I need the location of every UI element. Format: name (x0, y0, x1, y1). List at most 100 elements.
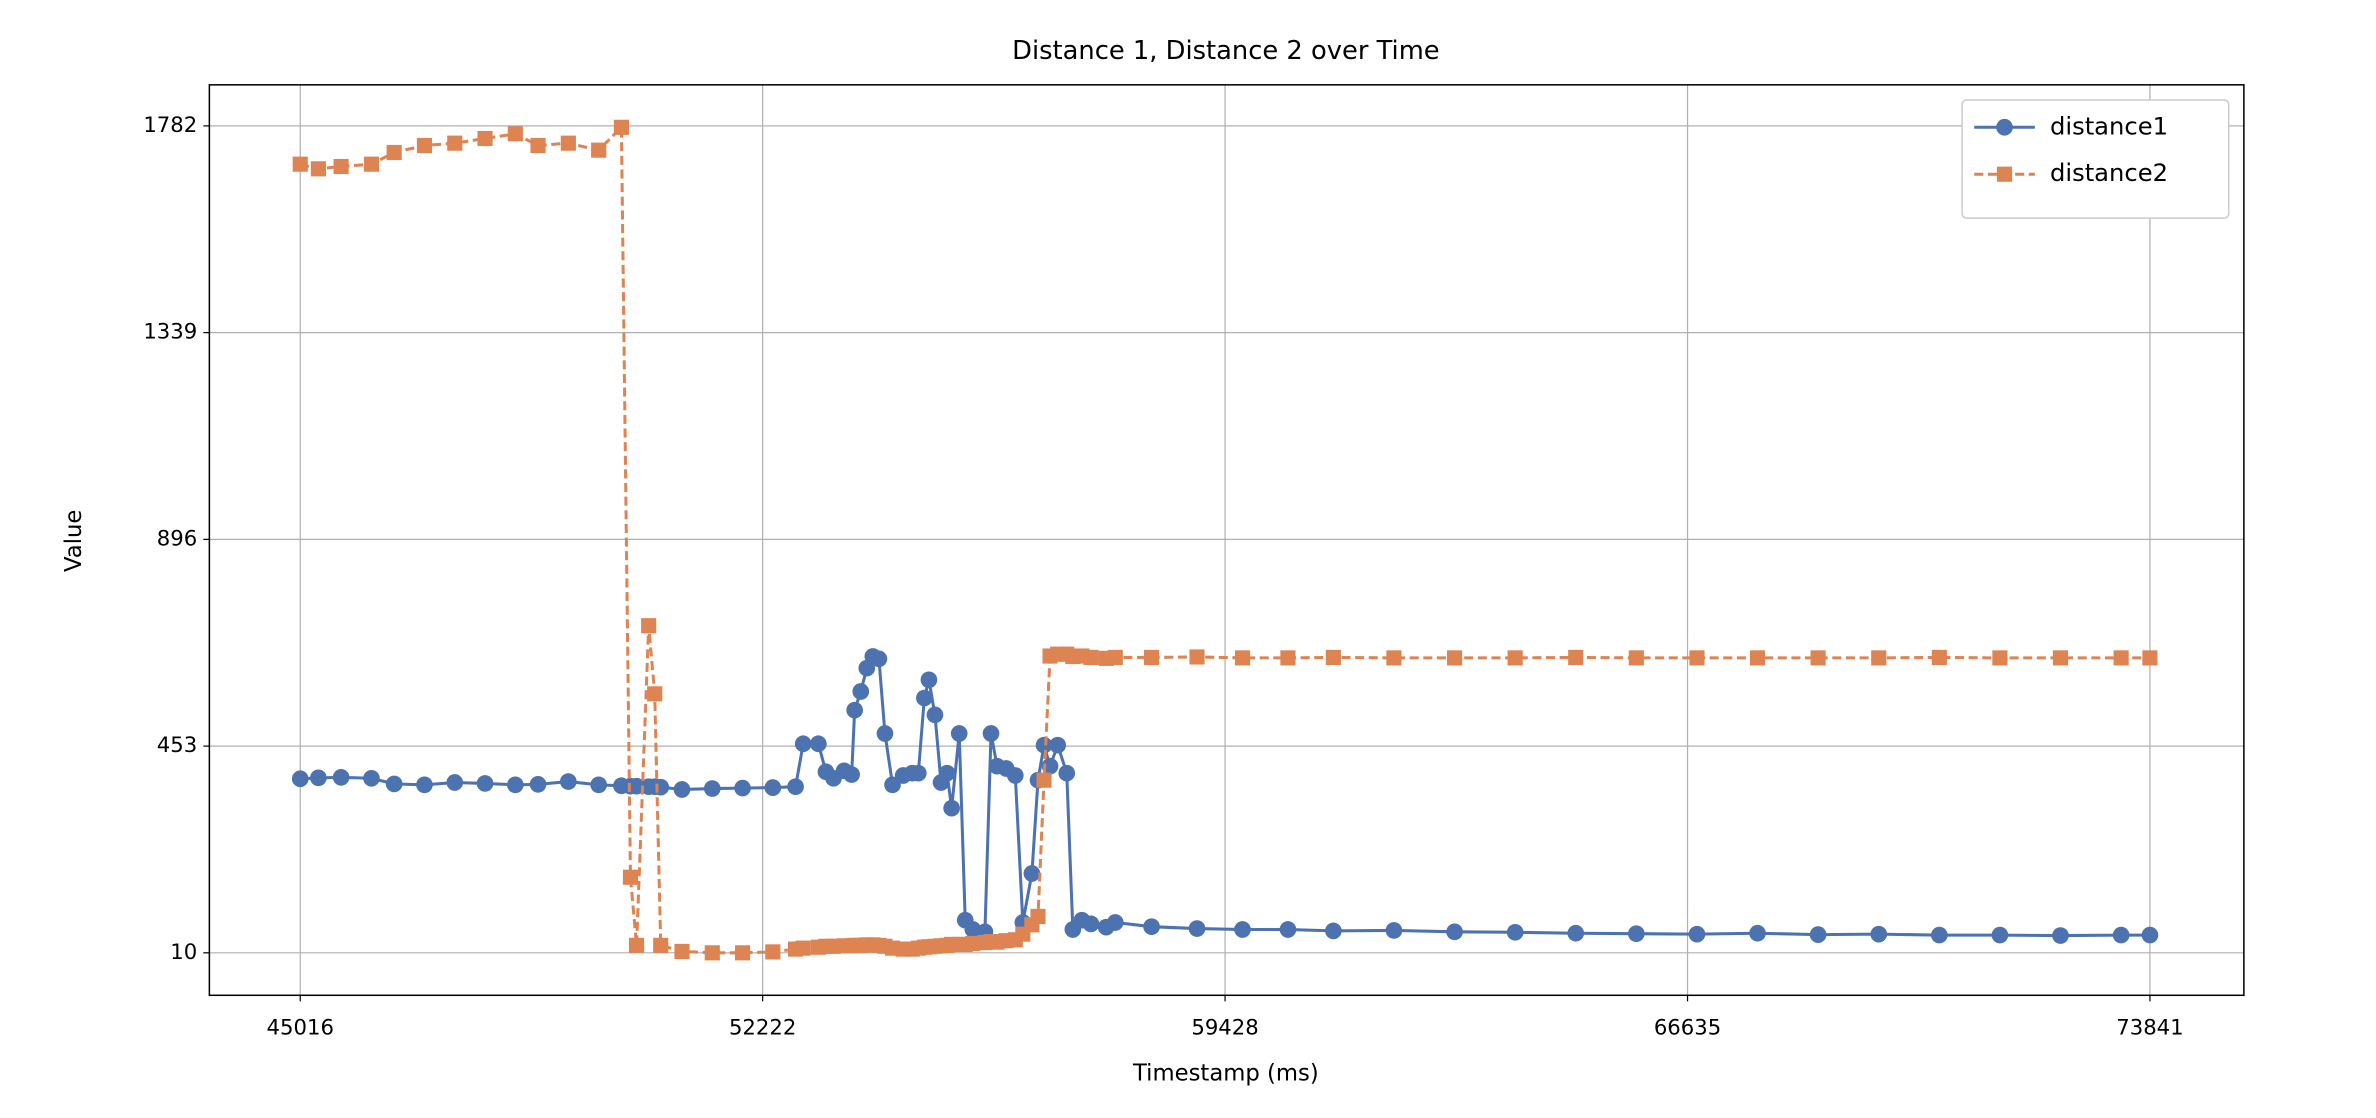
data-point (909, 764, 927, 782)
data-point (1871, 650, 1887, 666)
data-point (591, 142, 607, 158)
data-point (1386, 650, 1402, 666)
data-point (1030, 908, 1046, 925)
data-point (1507, 650, 1523, 666)
x-tick-label: 45016 (267, 1015, 334, 1040)
x-tick-label: 52222 (729, 1015, 796, 1040)
data-point (1809, 926, 1827, 943)
data-point (810, 735, 827, 753)
y-tick-label: 1782 (143, 112, 197, 137)
data-point (416, 776, 433, 794)
legend-label: distance2 (2050, 159, 2168, 187)
data-point (310, 769, 327, 787)
data-point (507, 126, 523, 142)
data-point (447, 135, 463, 151)
data-point (385, 775, 403, 793)
data-point (1144, 649, 1160, 666)
chart-title: Distance 1, Distance 2 over Time (1012, 36, 1440, 66)
data-point (1035, 736, 1053, 754)
data-point (846, 701, 863, 719)
data-point (507, 776, 524, 794)
data-point (1931, 926, 1948, 944)
data-point (1688, 925, 1706, 943)
y-tick-label: 453 (157, 732, 197, 757)
data-point (795, 940, 811, 956)
data-point (292, 156, 308, 172)
data-point (613, 119, 629, 135)
data-point (1506, 923, 1524, 941)
data-point (916, 689, 933, 707)
data-point (363, 769, 380, 787)
data-point (982, 725, 1000, 742)
data-point (1568, 649, 1584, 666)
data-point (734, 945, 751, 961)
legend-marker (1996, 166, 2013, 182)
data-point (1870, 925, 1888, 943)
data-point (1189, 649, 1205, 665)
data-point (386, 144, 402, 161)
data-point (1567, 924, 1585, 942)
data-point (2052, 650, 2069, 666)
data-point (843, 766, 860, 783)
data-point (704, 945, 720, 961)
data-point (1006, 767, 1024, 784)
data-point (1447, 650, 1463, 666)
legend-box (1961, 99, 2230, 219)
data-point (1325, 649, 1341, 666)
data-point (647, 686, 663, 702)
y-tick-label: 1339 (143, 319, 197, 344)
data-point (446, 774, 464, 791)
data-point (2113, 650, 2129, 666)
data-point (1143, 918, 1160, 936)
data-point (674, 943, 690, 960)
x-tick-label: 59428 (1191, 1015, 1258, 1040)
data-point (1058, 764, 1076, 782)
data-point (787, 778, 804, 796)
data-point (2112, 926, 2130, 944)
data-point (1810, 650, 1826, 666)
data-point (530, 137, 546, 154)
data-point (333, 158, 349, 175)
data-point (1107, 649, 1123, 666)
data-point (363, 156, 380, 172)
data-point (764, 779, 782, 796)
data-point (2141, 926, 2159, 944)
data-point (1280, 650, 1296, 666)
data-point (628, 937, 645, 953)
data-point (1279, 921, 1297, 938)
data-point (1446, 923, 1463, 941)
plot-frame (208, 84, 2245, 997)
data-point (870, 650, 888, 668)
data-point (641, 618, 657, 634)
data-point (950, 725, 968, 742)
data-point (529, 776, 547, 793)
data-point (2142, 650, 2158, 666)
y-tick-label: 10 (170, 939, 197, 964)
data-point (943, 799, 960, 817)
data-point (653, 937, 669, 953)
y-axis-label: Value (61, 510, 87, 572)
data-point (1931, 649, 1947, 666)
data-point (673, 781, 691, 798)
data-point (1992, 650, 2008, 666)
x-tick-label: 73841 (2116, 1015, 2183, 1040)
data-point (852, 683, 870, 700)
data-point (1325, 922, 1342, 940)
data-point (1749, 650, 1766, 666)
data-point (1628, 650, 1644, 666)
data-point (920, 671, 938, 689)
data-point (622, 869, 639, 885)
data-point (1234, 650, 1251, 666)
legend-label: distance1 (2050, 112, 2168, 140)
data-point (477, 130, 493, 147)
data-point (590, 776, 608, 794)
data-point (926, 706, 944, 724)
data-point (734, 779, 751, 797)
data-point (1082, 915, 1100, 933)
data-point (560, 135, 576, 151)
data-point (1083, 649, 1099, 666)
legend-marker (1996, 118, 2013, 136)
data-point (416, 137, 433, 154)
